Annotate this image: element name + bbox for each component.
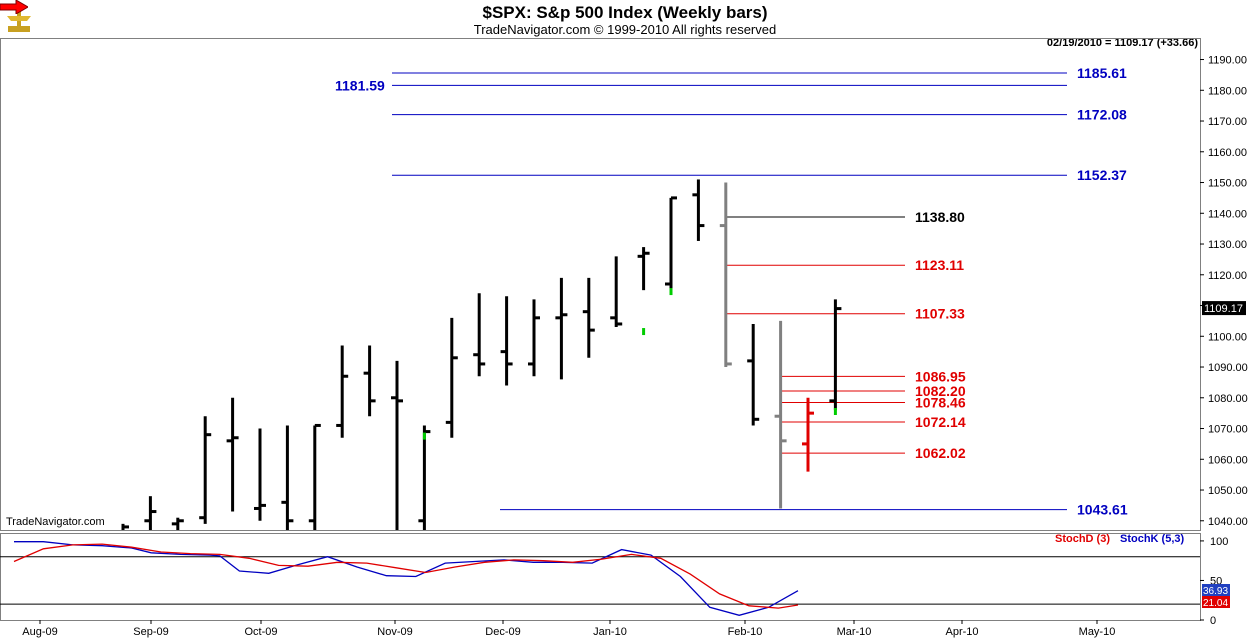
level-label: 1172.08 — [1077, 107, 1127, 123]
x-tick-label: Nov-09 — [377, 626, 412, 638]
y-tick-label: 1040.00 — [1208, 516, 1248, 528]
y-tick-label: 1170.00 — [1208, 116, 1247, 128]
y-tick-label: 1070.00 — [1208, 424, 1248, 436]
chart-subtitle: TradeNavigator.com © 1999-2010 All right… — [473, 22, 777, 37]
y-tick-label: 1190.00 — [1208, 55, 1247, 67]
last-price-tag-label: 1109.17 — [1204, 303, 1243, 315]
stoch-line — [13, 543, 799, 609]
x-tick-label: Oct-09 — [244, 626, 277, 638]
x-tick-label: Aug-09 — [22, 626, 57, 638]
level-label: 1072.14 — [915, 414, 966, 430]
x-tick-label: Apr-10 — [945, 626, 978, 638]
y-tick-label: 1130.00 — [1208, 239, 1247, 251]
y-tick-label: 1150.00 — [1208, 178, 1247, 190]
x-tick-label: Feb-10 — [728, 626, 763, 638]
x-tick-label: Dec-09 — [485, 626, 520, 638]
stoch-y-tick-label: 0 — [1210, 615, 1216, 627]
chart-title: $SPX: S&p 500 Index (Weekly bars) — [482, 3, 768, 22]
y-tick-label: 1180.00 — [1208, 85, 1247, 97]
x-tick-label: Jan-10 — [593, 626, 627, 638]
y-tick-label: 1160.00 — [1208, 147, 1247, 159]
y-tick-label: 1100.00 — [1208, 331, 1247, 343]
level-label: 1086.95 — [915, 368, 966, 384]
level-label: 1078.46 — [915, 395, 966, 411]
y-tick-label: 1090.00 — [1208, 362, 1248, 374]
level-label: 1185.61 — [1077, 65, 1127, 81]
y-tick-label: 1140.00 — [1208, 208, 1247, 220]
x-tick-label: Mar-10 — [837, 626, 872, 638]
last-price-tag — [1202, 301, 1246, 316]
level-label: 1181.59 — [335, 77, 385, 93]
level-label: 1082.20 — [915, 383, 966, 399]
y-tick-label: 1050.00 — [1208, 485, 1248, 497]
y-tick-label: 1120.00 — [1208, 270, 1247, 282]
level-label: 1107.33 — [915, 306, 965, 322]
x-tick-label: May-10 — [1079, 626, 1116, 638]
x-tick-label: Sep-09 — [133, 626, 168, 638]
logo-icon — [7, 6, 31, 32]
stochk-value-tag — [1202, 584, 1230, 596]
level-label: 1152.37 — [1077, 167, 1127, 183]
stoch-legend-d: StochD (3) — [1055, 533, 1110, 545]
y-tick-label: 1060.00 — [1208, 454, 1248, 466]
price-panel-frame — [0, 38, 1201, 531]
watermark: TradeNavigator.com — [6, 516, 105, 528]
stoch-y-tick-label: 100 — [1210, 536, 1228, 548]
level-label: 1062.02 — [915, 445, 966, 461]
stochd-value-label: 21.04 — [1203, 598, 1228, 609]
y-tick-label: 1080.00 — [1208, 393, 1248, 405]
last-quote: 02/19/2010 = 1109.17 (+33.66) — [1046, 37, 1198, 49]
stoch-panel-frame — [0, 533, 1201, 621]
level-label: 1123.11 — [915, 257, 964, 273]
level-label: 1043.61 — [1077, 502, 1128, 518]
scroll-right-arrow-icon[interactable] — [0, 0, 28, 14]
stochd-value-tag — [1202, 596, 1230, 608]
level-label: 1138.80 — [915, 209, 965, 225]
stoch-legend-k: StochK (5,3) — [1120, 533, 1185, 545]
stoch-line — [14, 541, 799, 616]
stochk-value-label: 36.93 — [1203, 586, 1228, 597]
